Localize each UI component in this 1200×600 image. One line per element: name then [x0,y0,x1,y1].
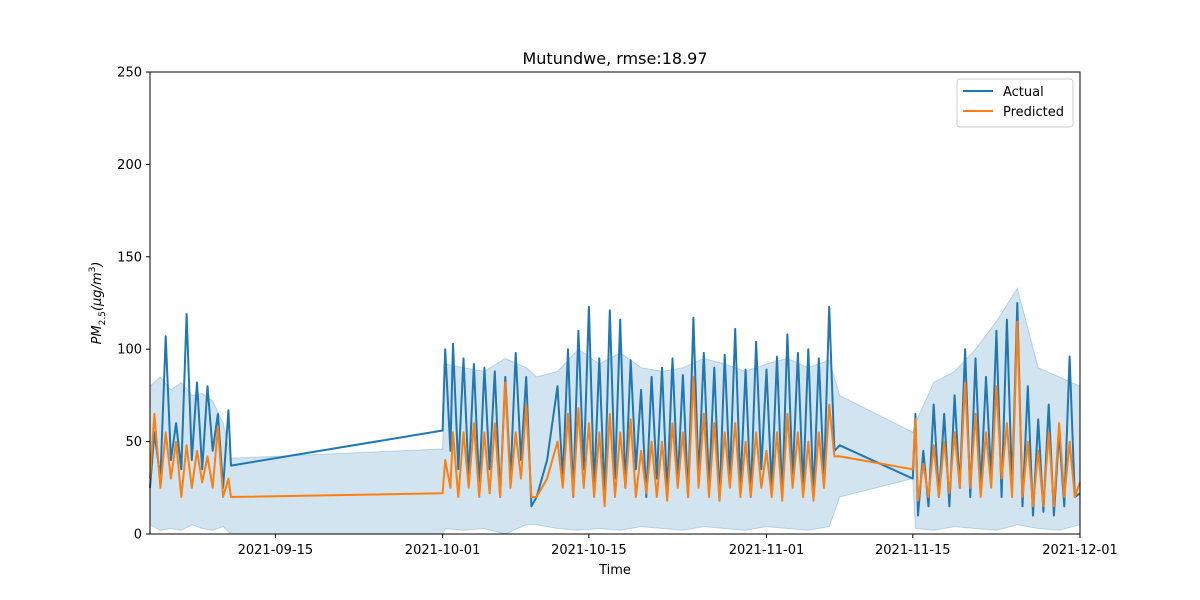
y-tick-label: 50 [125,435,142,450]
y-axis-label: PM2.5(µg/m3) [88,262,108,345]
plot-frame [149,71,1081,535]
y-label-main: PM [90,325,105,344]
x-tick-label: 2021-09-15 [238,543,314,558]
y-tick-label: 100 [117,343,142,358]
series-line-predicted [149,320,1081,508]
y-tick-label: 250 [117,66,142,81]
series-layer [149,302,1081,517]
y-axis: 0 50 100 150 200 250 [117,66,150,543]
x-tick-label: 2021-11-15 [875,543,951,558]
x-tick-label: 2021-10-01 [405,543,481,558]
x-tick-label: 2021-10-15 [551,543,627,558]
y-tick-label: 0 [134,528,142,543]
legend: Actual Predicted [956,78,1074,128]
y-label-close: ) [90,262,105,268]
legend-label-predicted: Predicted [1003,105,1064,120]
x-axis: 2021-09-15 2021-10-01 2021-10-15 2021-11-01… [238,534,1118,558]
y-tick-label: 200 [117,158,142,173]
x-tick-label: 2021-11-01 [729,543,805,558]
y-tick-label: 150 [117,250,142,265]
x-tick-label: 2021-12-01 [1042,543,1118,558]
chart-title: Mutundwe, rmse:18.97 [522,49,707,68]
y-label-sub: 2.5 [98,311,108,325]
y-label-sup: 3 [88,267,98,273]
x-axis-label: Time [598,563,631,578]
svg-text:PM2.5(µg/m3): PM2.5(µg/m3) [88,262,108,345]
legend-label-actual: Actual [1003,85,1044,100]
y-label-unit: (µg/m [90,272,105,311]
